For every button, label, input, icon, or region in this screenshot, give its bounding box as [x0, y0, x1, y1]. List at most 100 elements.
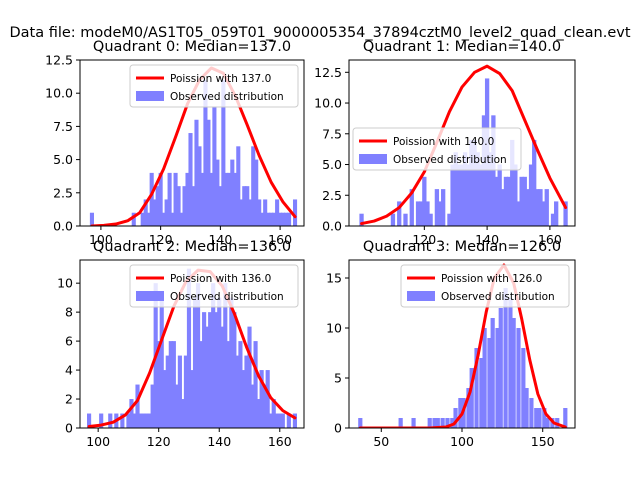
y-tick-label: 10: [57, 276, 73, 291]
histogram-bar: [143, 199, 148, 226]
histogram-bar: [87, 413, 92, 428]
y-tick-label: 12.5: [45, 53, 73, 68]
x-tick-label: 140: [207, 434, 231, 449]
histogram-bar: [266, 212, 271, 226]
histogram-bar: [488, 152, 493, 226]
histogram-bar: [422, 176, 427, 226]
x-tick-label: 120: [412, 232, 436, 247]
histogram-bar: [519, 176, 524, 226]
histogram-bar: [208, 312, 213, 428]
histogram-bar: [292, 199, 298, 226]
histogram-bar: [227, 172, 232, 226]
histogram-bar: [226, 341, 231, 428]
y-tick-label: 10.0: [314, 96, 342, 111]
x-tick-label: 100: [86, 434, 110, 449]
histogram-bar: [534, 408, 539, 428]
histogram-bar: [185, 172, 190, 226]
histogram-bar: [194, 119, 199, 226]
histogram-bar: [251, 146, 256, 226]
histogram-bar: [131, 212, 136, 226]
y-tick-label: 8: [65, 305, 73, 320]
histogram-bar: [165, 355, 170, 428]
histogram-bar: [427, 418, 432, 428]
histogram-bar: [152, 199, 157, 226]
histogram-bar: [144, 413, 149, 428]
histogram-bar: [563, 408, 568, 428]
histogram-bar: [244, 355, 249, 428]
quadrant-3-chart: 50 100 150 0 5 10 15 Poission with 126.0 Observe…: [326, 239, 576, 449]
x-tick-label: 120: [149, 232, 173, 247]
histogram-bar: [211, 283, 216, 428]
histogram-bar: [174, 384, 179, 428]
histogram-bar: [146, 212, 151, 226]
histogram-bar: [233, 172, 238, 226]
histogram-bar: [469, 368, 474, 428]
histogram-bar: [262, 384, 267, 428]
histogram-bar: [524, 388, 529, 428]
histogram-bar: [99, 413, 104, 428]
histogram-bar: [147, 413, 152, 428]
histogram-bar: [447, 213, 452, 226]
histogram-bar: [191, 186, 196, 226]
histogram-bar: [150, 384, 155, 428]
quadrant-2-chart: 100 120 140 160 0 2 4 6 8 10 Poission with 136.0 Ob…: [57, 239, 305, 449]
histogram-bar: [450, 164, 455, 226]
histogram-bar: [167, 172, 172, 226]
histogram-bar: [462, 152, 468, 226]
histogram-bar: [197, 146, 202, 226]
histogram-bar: [453, 152, 458, 226]
legend-label-poisson: Poission with 140.0: [393, 136, 494, 148]
histogram-bar: [487, 338, 492, 428]
legend-patch-swatch: [359, 154, 387, 164]
histogram-bar: [271, 399, 276, 428]
y-tick-label: 12.5: [314, 65, 342, 80]
histogram-bar: [129, 399, 134, 428]
y-tick-label: 10: [326, 321, 342, 336]
y-tick-label: 2.5: [53, 185, 73, 200]
histogram-bar: [192, 297, 198, 428]
quadrant-title: Quadrant 0: Median=137.0: [93, 39, 291, 55]
histogram-bar: [428, 213, 433, 226]
histogram-bar: [162, 370, 167, 428]
histogram-bar: [89, 212, 94, 226]
histogram-bar: [466, 164, 471, 226]
legend-label-poisson: Poission with 136.0: [170, 273, 271, 285]
histogram-bar: [230, 159, 235, 226]
histogram-bar: [456, 164, 462, 226]
histogram-bar: [286, 413, 291, 428]
y-tick-label: 4: [65, 363, 73, 378]
histogram-bar: [215, 159, 220, 226]
histogram-bar: [458, 398, 463, 428]
histogram-bar: [494, 176, 499, 226]
histogram-bar: [472, 139, 477, 226]
axes-frame: [79, 259, 305, 429]
x-tick-label: 100: [450, 434, 474, 449]
y-tick-label: 7.5: [53, 119, 73, 134]
histogram-bar: [176, 186, 181, 226]
legend-box: [352, 127, 522, 171]
histogram-bar: [182, 186, 187, 226]
histogram-bar: [140, 212, 145, 226]
histogram-bar: [120, 413, 125, 428]
axes-frame: [79, 59, 305, 227]
histogram-bar: [158, 172, 163, 226]
histogram-bar: [403, 213, 408, 226]
y-tick-label: 6: [65, 334, 73, 349]
histogram-bar: [459, 164, 465, 226]
y-tick-label: 5: [334, 371, 342, 386]
histogram-bar: [280, 413, 285, 428]
y-tick-label: 2: [65, 392, 73, 407]
legend-box: [129, 64, 299, 108]
histogram-bar: [506, 176, 512, 226]
histogram-bar: [445, 418, 450, 428]
histogram-bar: [202, 312, 207, 428]
histogram-bar: [554, 201, 559, 226]
histogram-bar: [491, 115, 496, 226]
histogram-bar: [132, 413, 137, 428]
histogram-bar: [516, 328, 521, 428]
histogram-bar: [248, 199, 253, 226]
histogram-bar: [245, 186, 250, 226]
histogram-bar: [284, 212, 289, 226]
histogram-bar: [126, 413, 131, 428]
